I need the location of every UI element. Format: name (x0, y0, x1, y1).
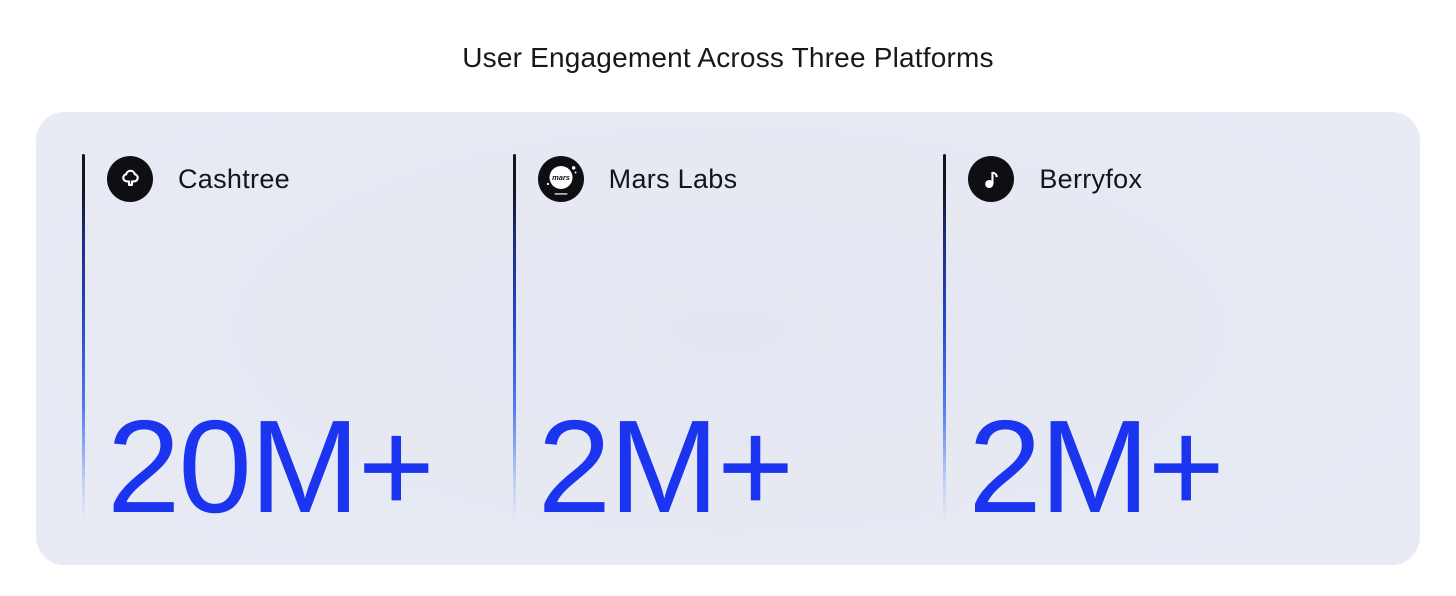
platform-card-mars-labs: mars Mars Labs 2M+ (512, 154, 944, 541)
platform-name: Mars Labs (608, 163, 738, 194)
platform-name: Cashtree (178, 163, 290, 194)
gradient-divider-line (512, 154, 516, 521)
engagement-stats-panel: Cashtree 20M+ mars Mars Labs (36, 112, 1420, 565)
page-title: User Engagement Across Three Platforms (462, 42, 994, 73)
gradient-divider-line (943, 154, 947, 521)
metric-value: 2M+ (968, 393, 1224, 541)
platform-card-cashtree: Cashtree 20M+ (82, 154, 513, 541)
platform-card-berryfox: Berryfox 2M+ (943, 154, 1374, 541)
music-note-icon (968, 156, 1015, 202)
tree-icon (107, 156, 153, 202)
gradient-divider-line (82, 154, 85, 521)
platform-name: Berryfox (1039, 163, 1143, 194)
metric-value: 2M+ (537, 393, 794, 541)
svg-text:mars: mars (552, 173, 570, 182)
mars-planet-icon: mars (537, 156, 584, 202)
metric-value: 20M+ (107, 393, 435, 541)
